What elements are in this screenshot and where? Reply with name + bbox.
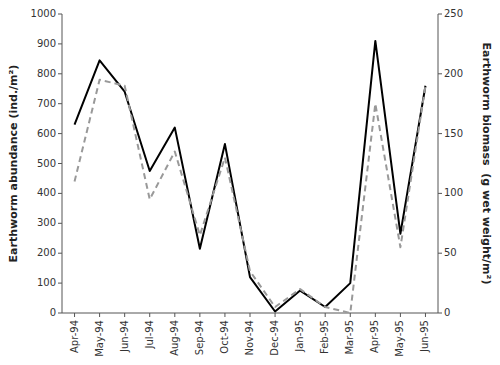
y-tick-label: 1000 [31,8,56,19]
y-tick [58,103,62,104]
x-tick [325,313,326,317]
x-tick [250,313,251,317]
x-tick-label: Nov-94 [244,320,255,356]
y-tick-label: 800 [37,68,56,79]
x-tick-label: May-94 [94,320,105,357]
y-tick [58,133,62,134]
y2-tick-label: 0 [444,307,450,318]
x-tick-label: Jun-94 [119,320,130,353]
x-tick-label: May-95 [394,320,405,357]
x-tick [99,313,100,317]
x-tick-label: Sep-94 [194,320,205,355]
x-tick [275,313,276,317]
x-tick [300,313,301,317]
x-tick [74,313,75,317]
y-tick [58,43,62,44]
x-tick-label: Jul-94 [144,320,155,349]
series-line [75,80,426,313]
series-line [75,41,426,312]
y-tick [58,14,62,15]
y2-tick [438,193,442,194]
y2-tick [438,73,442,74]
chart: 0 100 200 300 400 500 600 700 800 900 1000 0 50 100 15… [0,0,500,365]
y-tick-label: 700 [37,98,56,109]
x-tick-label: Feb-95 [319,320,330,354]
y2-tick-label: 200 [444,68,463,79]
x-tick [224,313,225,317]
y-tick-label: 300 [37,217,56,228]
x-tick-label: Jun-95 [419,320,430,353]
y2-tick-label: 150 [444,128,463,139]
y2-axis-label: Earthworm biomass (g wet weight/m²) [480,43,493,285]
y2-tick [438,253,442,254]
y-axis-label: Earthworm abundance (ind./m²) [7,65,20,263]
y-tick [58,313,62,314]
x-tick [124,313,125,317]
x-tick [375,313,376,317]
y-tick [58,193,62,194]
x-tick-label: Jan-95 [294,320,305,353]
x-tick [400,313,401,317]
y-tick [58,283,62,284]
y-tick-label: 0 [50,307,56,318]
y-tick [58,73,62,74]
y2-tick-label: 250 [444,8,463,19]
y-tick [58,253,62,254]
x-tick-label: Oct-94 [219,320,230,354]
y2-tick-label: 50 [444,247,457,258]
x-tick-label: Apr-94 [69,320,80,353]
y-tick-label: 200 [37,247,56,258]
y2-tick-label: 100 [444,187,463,198]
x-tick-label: Aug-94 [169,320,180,356]
x-tick-label: Apr-95 [369,320,380,353]
y-tick-label: 100 [37,277,56,288]
y-tick [58,163,62,164]
x-tick-label: Mar-95 [344,320,355,355]
y2-tick [438,14,442,15]
y2-tick [438,133,442,134]
y-tick-label: 900 [37,38,56,49]
y2-axis-line [438,14,439,313]
x-tick [174,313,175,317]
y-tick [58,223,62,224]
y2-tick [438,313,442,314]
x-tick [425,313,426,317]
y-tick-label: 600 [37,128,56,139]
y-tick-label: 500 [37,158,56,169]
x-tick [350,313,351,317]
x-tick [199,313,200,317]
plot-lines [75,41,426,313]
x-tick [149,313,150,317]
y-tick-label: 400 [37,187,56,198]
x-tick-label: Dec-94 [269,320,280,356]
